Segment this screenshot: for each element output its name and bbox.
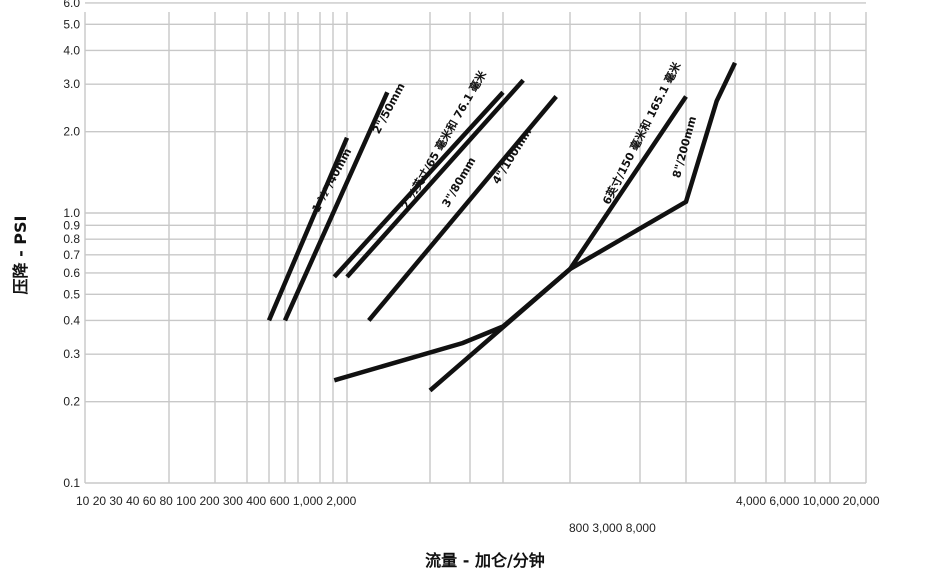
- grid: [84, 2, 867, 484]
- y-tick-label: 0.2: [63, 395, 80, 409]
- y-tick-label: 0.4: [63, 313, 80, 327]
- y-tick-label: 2.0: [63, 125, 80, 139]
- x-tick-label: 80: [156, 494, 173, 508]
- x-tick-label: 60: [139, 494, 156, 508]
- y-tick-label: 0.3: [63, 347, 80, 361]
- series-line-7: [333, 61, 738, 383]
- x-tick-label: 100: [173, 494, 197, 508]
- y-tick-label: 0.5: [63, 287, 80, 301]
- series-label-2: 2"/50mm: [370, 81, 408, 136]
- series-line-3: [332, 90, 505, 279]
- y-tick-label: 0.6: [63, 266, 80, 280]
- y-tick-label: 5.0: [63, 17, 80, 31]
- x-tick-label: 10: [76, 494, 90, 508]
- x-tick-label: 20,000: [839, 494, 879, 508]
- x-tick-label: 300: [220, 494, 244, 508]
- series-line-4: [345, 78, 525, 279]
- y-tick-label: 1.0: [63, 206, 80, 220]
- series-label-4: 3"/80mm: [439, 155, 478, 210]
- series-lines: [266, 61, 738, 393]
- y-axis-ticks: 0.1 0.2 0.3 0.4 0.5 0.6 0.7 0.80.91.0 2.0 3.0 4.0 5…: [63, 0, 80, 490]
- x-tick-label: 6,000: [766, 494, 800, 508]
- x-tick-label: 3,000: [589, 521, 623, 535]
- y-tick-label: 6.0: [63, 0, 80, 10]
- y-tick-label: 0.7: [63, 248, 80, 262]
- x-tick-label: 4,000: [736, 494, 766, 508]
- x-tick-label: 1,000: [290, 494, 324, 508]
- series-label-5: 4"/100mm: [490, 126, 535, 187]
- x-tick-label: 30: [106, 494, 123, 508]
- x-tick-label: 600: [266, 494, 290, 508]
- x-axis-ticks: 10 20 30 40 60 80 100 200 300 400 600 1,…: [76, 494, 880, 535]
- x-tick-row-tertiary: 4,000 6,000 10,000 20,000: [736, 494, 880, 508]
- x-tick-label: 2,000: [323, 494, 357, 508]
- y-tick-label: 3.0: [63, 77, 80, 91]
- x-axis-title: 流量 - 加仑/分钟: [425, 551, 545, 570]
- series-line-5: [367, 95, 558, 322]
- x-tick-label: 8,000: [622, 521, 656, 535]
- x-tick-label: 20: [89, 494, 106, 508]
- y-tick-label: 0.1: [63, 476, 80, 490]
- x-tick-label: 10,000: [799, 494, 839, 508]
- y-tick-label: 0.8: [63, 232, 80, 246]
- y-axis-title: 压降 - PSI: [11, 216, 30, 295]
- series-label-6: 6英寸/150 毫米和 165.1 毫米: [599, 59, 684, 207]
- x-tick-row-main: 10 20 30 40 60 80 100 200 300 400 600 1,…: [76, 494, 357, 508]
- series-line-2: [282, 91, 390, 322]
- series-line-1: [266, 136, 350, 322]
- x-tick-label: 800: [569, 521, 589, 535]
- y-tick-label: 0.9: [63, 218, 80, 232]
- x-tick-label: 40: [123, 494, 140, 508]
- x-tick-label: 400: [243, 494, 267, 508]
- x-tick-row-secondary: 800 3,000 8,000: [569, 521, 656, 535]
- y-tick-label: 4.0: [63, 43, 80, 57]
- x-tick-label: 200: [196, 494, 220, 508]
